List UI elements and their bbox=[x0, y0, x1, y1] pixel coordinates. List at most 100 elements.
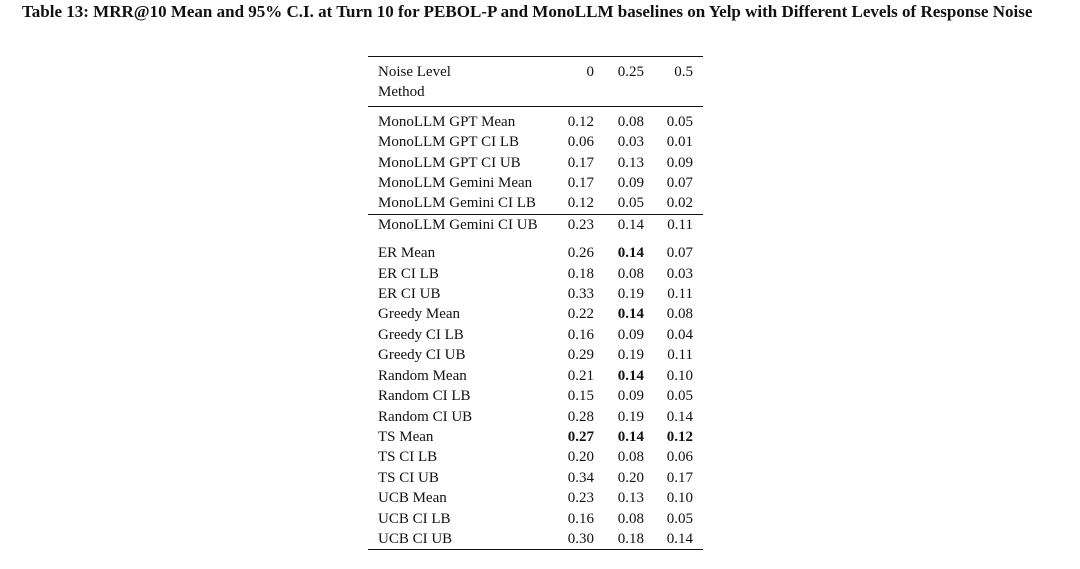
method-cell: TS CI LB bbox=[378, 449, 438, 466]
value-cell-noise-0.5: 0.11 bbox=[667, 347, 693, 364]
value-cell-noise-0: 0.21 bbox=[567, 367, 594, 384]
method-cell: ER CI UB bbox=[378, 286, 441, 303]
value-cell-noise-0.5: 0.10 bbox=[666, 367, 693, 384]
method-cell: MonoLLM GPT Mean bbox=[368, 105, 559, 133]
value-cell-noise-0: 0.12 bbox=[559, 105, 594, 133]
value-cell-noise-0: 0.34 bbox=[567, 469, 594, 486]
value-cell-noise-0: 0.28 bbox=[567, 408, 594, 425]
table-row: Random CI LB 0.15 0.09 0.05 bbox=[368, 386, 703, 406]
header-level-0: 0 bbox=[559, 56, 594, 83]
method-cell: Greedy Mean bbox=[378, 306, 461, 323]
value-cell-noise-0.25: 0.08 bbox=[617, 265, 644, 282]
value-cell-noise-0.25: 0.20 bbox=[617, 469, 644, 486]
value-cell-noise-0.5: 0.09 bbox=[666, 154, 693, 171]
results-table: Noise Level 0 0.25 0.5 Method MonoLLM GP… bbox=[368, 56, 703, 551]
value-cell-noise-0.25: 0.08 bbox=[594, 105, 644, 133]
value-cell-noise-0.25: 0.19 bbox=[617, 286, 644, 303]
table-row: ER CI LB 0.18 0.08 0.03 bbox=[368, 264, 703, 284]
value-cell-noise-0.5: 0.05 bbox=[666, 388, 693, 405]
header-method-label: Method bbox=[378, 84, 425, 101]
method-cell: UCB CI UB bbox=[368, 528, 559, 551]
value-cell-noise-0.25: 0.14 bbox=[617, 306, 644, 323]
value-cell-noise-0: 0.15 bbox=[567, 388, 594, 405]
value-cell-noise-0.5: 0.17 bbox=[666, 469, 693, 486]
value-cell-noise-0: 0.30 bbox=[559, 528, 594, 551]
method-cell: ER Mean bbox=[378, 245, 436, 262]
value-cell-noise-0: 0.27 bbox=[567, 428, 594, 445]
value-cell-noise-0: 0.16 bbox=[567, 326, 594, 343]
method-cell: Random CI LB bbox=[378, 388, 471, 405]
value-cell-noise-0.25: 0.09 bbox=[617, 326, 644, 343]
table-row: MonoLLM GPT CI UB 0.17 0.13 0.09 bbox=[368, 153, 703, 173]
value-cell-noise-0: 0.17 bbox=[567, 154, 594, 171]
table-row: MonoLLM GPT Mean 0.12 0.08 0.05 bbox=[368, 105, 703, 133]
table-row: Greedy CI LB 0.16 0.09 0.04 bbox=[368, 325, 703, 345]
value-cell-noise-0: 0.06 bbox=[567, 134, 594, 151]
value-cell-noise-0.25: 0.18 bbox=[594, 528, 644, 551]
table-row: Random CI UB 0.28 0.19 0.14 bbox=[368, 407, 703, 427]
value-cell-noise-0.25: 0.14 bbox=[617, 245, 644, 262]
bandit-rows: ER Mean 0.26 0.14 0.07 ER CI LB 0.18 0.08 0.03 E… bbox=[368, 238, 703, 551]
value-cell-noise-0.25: 0.14 bbox=[617, 428, 644, 445]
value-cell-noise-0.25: 0.13 bbox=[617, 490, 644, 507]
method-cell: MonoLLM Gemini Mean bbox=[378, 175, 533, 192]
table-header: Noise Level 0 0.25 0.5 Method bbox=[368, 56, 703, 107]
value-cell-noise-0.5: 0.14 bbox=[666, 408, 693, 425]
value-cell-noise-0.25: 0.08 bbox=[617, 449, 644, 466]
value-cell-noise-0.5: 0.10 bbox=[666, 490, 693, 507]
value-cell-noise-0: 0.26 bbox=[567, 245, 594, 262]
value-cell-noise-0.5: 0.11 bbox=[644, 213, 703, 239]
header-level-0.25: 0.25 bbox=[594, 56, 644, 83]
value-cell-noise-0.25: 0.08 bbox=[617, 510, 644, 527]
value-cell-noise-0: 0.22 bbox=[567, 306, 594, 323]
table-row: TS CI UB 0.34 0.20 0.17 bbox=[368, 468, 703, 488]
table-row: MonoLLM Gemini Mean 0.17 0.09 0.07 bbox=[368, 173, 703, 193]
header-row-noise-level: Noise Level 0 0.25 0.5 bbox=[368, 56, 703, 83]
value-cell-noise-0.25: 0.05 bbox=[617, 195, 644, 212]
table-caption: Table 13: MRR@10 Mean and 95% C.I. at Tu… bbox=[22, 2, 1033, 21]
monollm-rows: MonoLLM GPT Mean 0.12 0.08 0.05 MonoLLM GPT … bbox=[368, 105, 703, 239]
value-cell-noise-0: 0.17 bbox=[567, 175, 594, 192]
table-row: ER CI UB 0.33 0.19 0.11 bbox=[368, 284, 703, 304]
value-cell-noise-0.25: 0.14 bbox=[594, 213, 644, 239]
table-row: Greedy CI UB 0.29 0.19 0.11 bbox=[368, 345, 703, 365]
header-row-method: Method bbox=[368, 82, 703, 106]
method-cell: MonoLLM Gemini CI UB bbox=[368, 213, 559, 239]
table-row: MonoLLM GPT CI LB 0.06 0.03 0.01 bbox=[368, 132, 703, 152]
value-cell-noise-0: 0.12 bbox=[567, 195, 594, 212]
method-cell: UCB Mean bbox=[378, 490, 447, 507]
value-cell-noise-0.5: 0.02 bbox=[666, 195, 693, 212]
value-cell-noise-0.5: 0.01 bbox=[666, 134, 693, 151]
method-cell: MonoLLM Gemini CI LB bbox=[378, 195, 536, 212]
header-level-0.5: 0.5 bbox=[644, 56, 703, 83]
value-cell-noise-0.25: 0.19 bbox=[617, 347, 644, 364]
value-cell-noise-0.5: 0.07 bbox=[666, 245, 693, 262]
value-cell-noise-0.5: 0.07 bbox=[666, 175, 693, 192]
value-cell-noise-0.25: 0.14 bbox=[617, 367, 644, 384]
table-row: UCB Mean 0.23 0.13 0.10 bbox=[368, 488, 703, 508]
value-cell-noise-0: 0.20 bbox=[567, 449, 594, 466]
header-noise-level-label: Noise Level bbox=[368, 56, 559, 83]
method-cell: Greedy CI LB bbox=[378, 326, 464, 343]
method-cell: Greedy CI UB bbox=[378, 347, 466, 364]
value-cell-noise-0: 0.18 bbox=[567, 265, 594, 282]
table-row: TS Mean 0.27 0.14 0.12 bbox=[368, 427, 703, 447]
table-row: UCB CI LB 0.16 0.08 0.05 bbox=[368, 509, 703, 529]
value-cell-noise-0.25: 0.03 bbox=[617, 134, 644, 151]
table-row: MonoLLM Gemini CI LB 0.12 0.05 0.02 bbox=[368, 193, 703, 214]
value-cell-noise-0.5: 0.06 bbox=[666, 449, 693, 466]
value-cell-noise-0.5: 0.05 bbox=[644, 105, 703, 133]
value-cell-noise-0.25: 0.13 bbox=[617, 154, 644, 171]
method-cell: ER CI LB bbox=[378, 265, 439, 282]
value-cell-noise-0: 0.16 bbox=[567, 510, 594, 527]
value-cell-noise-0.25: 0.09 bbox=[617, 388, 644, 405]
value-cell-noise-0.5: 0.04 bbox=[666, 326, 693, 343]
value-cell-noise-0: 0.29 bbox=[567, 347, 594, 364]
value-cell-noise-0.5: 0.03 bbox=[666, 265, 693, 282]
method-cell: TS CI UB bbox=[378, 469, 439, 486]
results-table-container: Noise Level 0 0.25 0.5 Method MonoLLM GP… bbox=[368, 56, 703, 551]
value-cell-noise-0: 0.33 bbox=[567, 286, 594, 303]
method-cell: MonoLLM GPT CI LB bbox=[378, 134, 519, 151]
value-cell-noise-0.25: 0.09 bbox=[617, 175, 644, 192]
method-cell: Random Mean bbox=[378, 367, 467, 384]
